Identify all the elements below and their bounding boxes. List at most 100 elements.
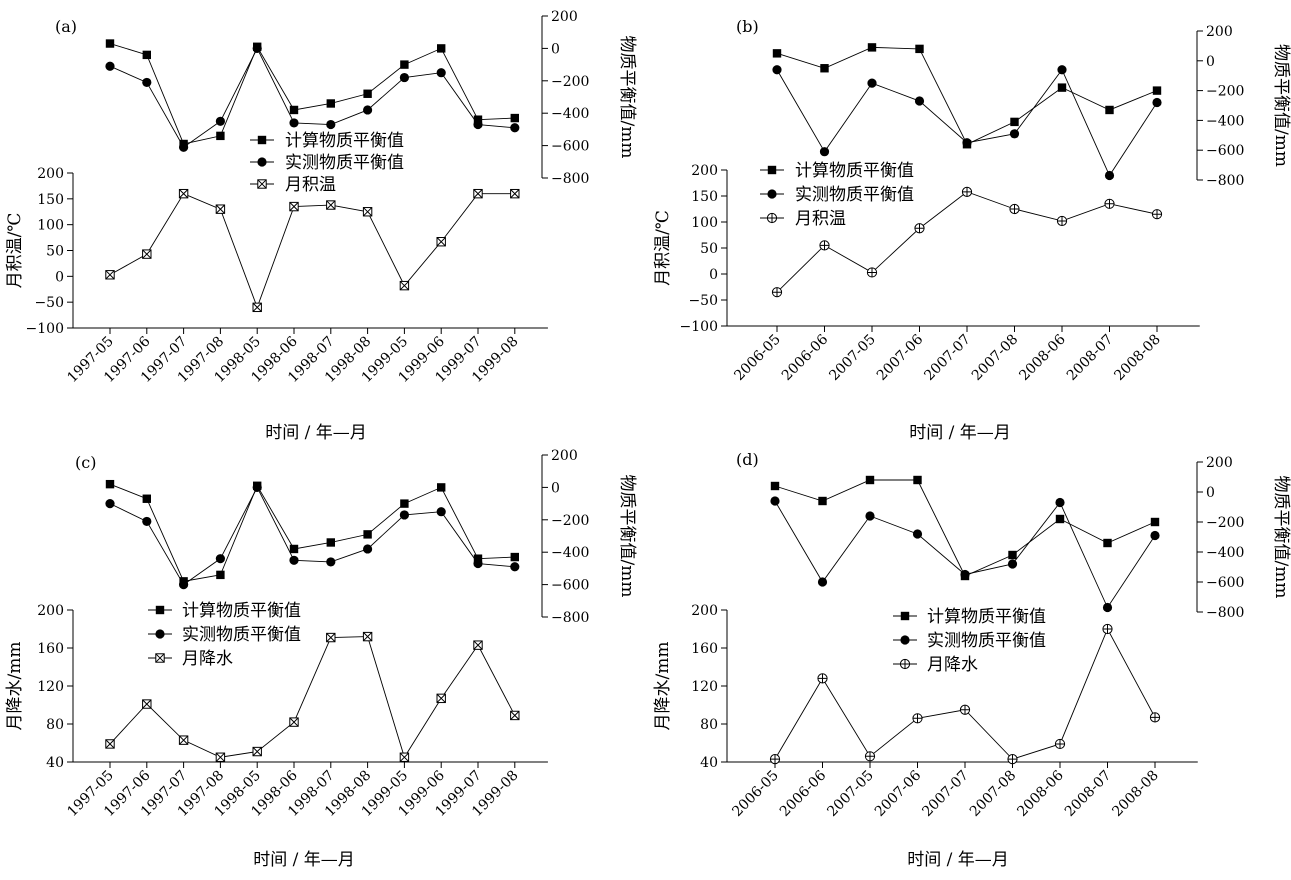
series-2-point-cross [473, 189, 483, 199]
series-0-point [105, 479, 115, 489]
series-line-0 [109, 43, 515, 145]
series-2-point-cross [142, 249, 152, 259]
series-2 [771, 186, 1163, 298]
x-tick-label: 2008-08 [1109, 768, 1161, 820]
series-2-point-cross [105, 739, 115, 749]
series-2-point [1007, 754, 1018, 765]
series-2-point-cross [215, 752, 225, 762]
x-tick-label: 2007-06 [872, 767, 925, 820]
series-0 [772, 43, 1162, 149]
series-1-point [510, 562, 520, 572]
series-1-point [436, 507, 446, 517]
series-2-point-cross [289, 717, 299, 727]
x-tick-label: 2007-05 [826, 332, 878, 384]
series-2-point [142, 249, 152, 259]
x-tick-label: 2008-07 [1064, 332, 1116, 384]
bottom-axis-tick-label: 0 [709, 267, 718, 283]
top-axis-tick-label: −800 [1206, 173, 1244, 189]
legend-marker [257, 135, 267, 145]
series-0-point [142, 494, 151, 503]
top-axis: 200 0 −200 −400 −600 −800 物质平衡值/mm [541, 448, 637, 626]
x-axis: 2006-052006-062007-052007-062007-072007-… [727, 761, 1198, 870]
legend-marker [899, 658, 911, 670]
panel-c: (c) 200 0 −200 −400 −600 −800 物质平衡值/mm 200 160 120… [5, 448, 637, 870]
legend-label: 计算物质平衡值 [285, 131, 404, 151]
panel-label: (b) [736, 17, 759, 36]
series-1-point [1102, 602, 1113, 613]
legend-marker [900, 611, 910, 621]
series-1-point [289, 555, 299, 565]
series-2-point-plus [817, 673, 828, 683]
top-axis-tick-label: 0 [1206, 54, 1215, 70]
series-0-point [326, 538, 335, 547]
series-2-point [864, 751, 876, 762]
top-axis-tick-label: −400 [1206, 545, 1244, 561]
legend-label: 实测物质平衡值 [927, 631, 1046, 651]
legend-marker [155, 653, 165, 663]
bottom-axis: 200 160 120 80 40 月降水/mm [653, 603, 728, 771]
series-2-point-plus [1007, 754, 1018, 764]
series-2-point-plus [1152, 209, 1162, 219]
legend-marker [257, 179, 267, 189]
series-2-point [215, 204, 226, 214]
series-2-point [914, 223, 925, 234]
series-0-point [510, 552, 519, 562]
bottom-axis: 200 150 100 50 0 −50 −100 月积温/℃ [653, 163, 728, 335]
series-2-point-cross [252, 302, 262, 312]
legend-marker-cross [257, 179, 267, 189]
series-0-point [1055, 514, 1065, 524]
top-axis-tick-label: −400 [551, 106, 589, 122]
bottom-axis-tick-label: 150 [37, 192, 64, 208]
top-axis-tick-label: −800 [1206, 605, 1244, 621]
legend-label: 月降水 [182, 649, 233, 669]
series-0-point [1010, 117, 1019, 127]
series-2-point [819, 240, 830, 251]
top-axis-tick-label: 200 [551, 448, 578, 464]
x-axis: 2006-052006-062007-052007-062007-072007-… [727, 325, 1200, 443]
series-2-point [326, 632, 336, 643]
series-1-point [510, 123, 520, 133]
series-2-point-plus [772, 287, 782, 297]
x-tick-label: 2006-06 [777, 767, 830, 820]
series-0-point [1150, 517, 1160, 527]
top-axis-tick-label: −800 [551, 171, 589, 187]
x-tick-label: 2008-06 [1016, 331, 1069, 384]
legend-marker-plus [900, 659, 910, 669]
series-2-point-plus [1055, 739, 1065, 749]
series-0-point [289, 105, 299, 115]
series-1-point [179, 142, 189, 152]
bottom-axis-tick-label: 0 [55, 269, 64, 285]
top-axis-label: 物质平衡值/mm [1271, 44, 1291, 167]
bottom-axis-tick-label: 200 [691, 603, 718, 619]
bottom-axis-tick-label: 200 [37, 166, 64, 182]
series-0-point [1008, 550, 1017, 560]
top-axis-tick-label: −200 [551, 74, 589, 90]
series-2-point-plus [1104, 199, 1115, 209]
bottom-axis-tick-label: −50 [688, 293, 718, 309]
series-1-point [363, 544, 373, 554]
series-0-point [400, 60, 409, 69]
series-1-point [1007, 559, 1018, 569]
series-2 [105, 188, 520, 313]
series-0-point [289, 544, 299, 554]
series-0-point [105, 39, 115, 48]
series-2-point-cross [510, 189, 520, 199]
series-0-point [363, 89, 372, 98]
top-axis: 200 0 −200 −400 −600 −800 物质平衡值/mm [541, 9, 637, 187]
series-2-point [289, 717, 299, 727]
bottom-axis-tick-label: 200 [691, 163, 718, 179]
series-0 [105, 39, 519, 149]
series-1-point [914, 96, 925, 106]
legend-label: 实测物质平衡值 [795, 185, 914, 205]
legend-label: 计算物质平衡值 [182, 601, 301, 621]
bottom-axis-label: 月积温/℃ [5, 213, 25, 289]
bottom-axis-tick-label: 80 [46, 717, 64, 733]
bottom-axis-tick-label: 40 [46, 755, 64, 771]
series-2-point-cross [363, 632, 373, 642]
series-0-point [363, 530, 372, 539]
series-line-0 [776, 46, 1158, 145]
bottom-axis: 200 150 100 50 0 −50 −100 月积温/℃ [5, 166, 74, 337]
legend-label: 实测物质平衡值 [182, 625, 301, 645]
